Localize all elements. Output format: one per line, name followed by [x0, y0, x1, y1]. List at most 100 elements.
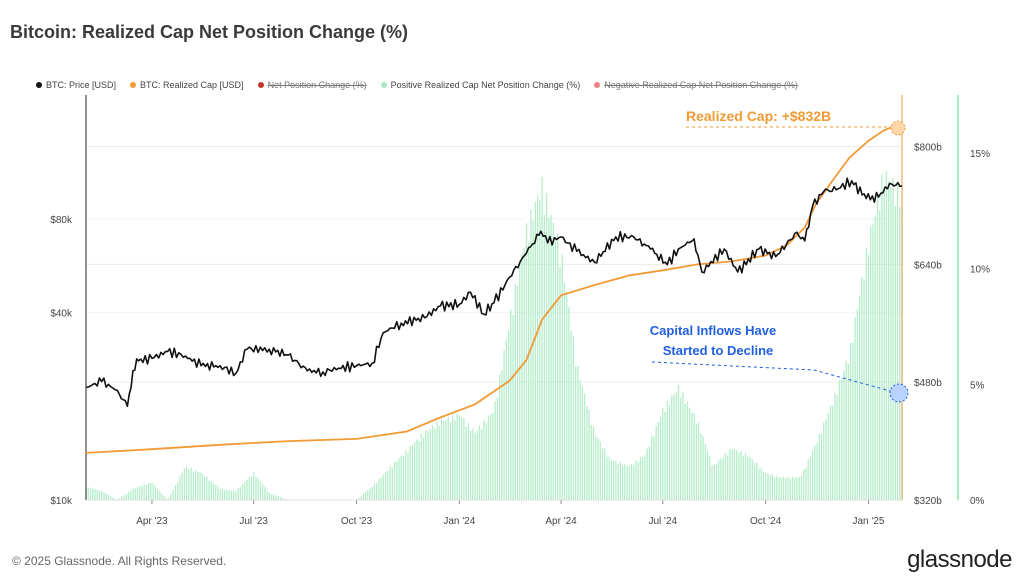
positive-change-bar — [595, 435, 597, 500]
positive-change-bar — [588, 408, 590, 500]
positive-change-bar — [861, 276, 863, 500]
positive-change-bar — [744, 452, 747, 500]
positive-change-bar — [849, 342, 852, 500]
positive-change-bar — [827, 413, 829, 500]
positive-change-bar — [246, 479, 248, 500]
realized-cap-marker — [890, 120, 906, 136]
positive-change-bar — [838, 380, 841, 500]
positive-change-bar — [382, 474, 385, 500]
grid-lines — [86, 146, 902, 501]
positive-change-bar — [646, 448, 648, 500]
positive-change-bar — [487, 415, 490, 500]
positive-change-bar — [615, 460, 617, 500]
positive-change-bar — [604, 448, 606, 500]
legend-item-negative-change[interactable]: Negative Realized Cap Net Position Chang… — [594, 80, 798, 90]
positive-change-bar — [559, 266, 561, 500]
positive-change-bar — [367, 490, 369, 500]
positive-change-bar — [626, 465, 628, 500]
positive-change-bar — [865, 247, 867, 500]
positive-change-bar — [507, 330, 510, 500]
positive-change-bar — [733, 448, 736, 500]
positive-change-bar — [583, 393, 586, 500]
positive-change-bar — [362, 494, 364, 500]
positive-change-bar — [405, 450, 407, 500]
positive-change-bar — [621, 465, 624, 500]
positive-change-bar — [259, 481, 262, 500]
positive-change-bar — [118, 498, 121, 500]
positive-change-bar — [253, 472, 255, 500]
positive-change-bar — [876, 196, 879, 500]
positive-change-bar — [818, 433, 820, 500]
positive-change-bars — [85, 171, 903, 501]
positive-change-bar — [550, 215, 552, 501]
positive-change-bar — [657, 422, 660, 500]
positive-change-bar — [856, 309, 858, 500]
y-right-tick-label: 5% — [970, 380, 985, 391]
positive-change-bar — [409, 445, 411, 500]
positive-change-bar — [498, 374, 501, 500]
positive-change-bar — [894, 205, 896, 500]
legend-dot-positive-change — [380, 82, 387, 88]
positive-change-bar — [753, 462, 756, 500]
positive-change-bar — [170, 493, 172, 500]
positive-change-bar — [505, 339, 507, 500]
legend-item-price[interactable]: BTC: Price [USD] — [36, 80, 116, 90]
positive-change-bar — [163, 496, 165, 500]
positive-change-bar — [92, 488, 94, 500]
positive-change-bar — [700, 433, 702, 500]
positive-change-bar — [713, 464, 715, 500]
positive-change-bar — [132, 488, 134, 500]
positive-change-bar — [617, 463, 619, 500]
legend-item-realized-cap[interactable]: BTC: Realized Cap [USD] — [130, 80, 244, 90]
positive-change-bar — [510, 309, 512, 500]
price-line — [85, 177, 903, 408]
positive-change-bar — [384, 471, 387, 500]
positive-change-bar — [268, 493, 271, 500]
positive-change-bar — [416, 439, 418, 500]
x-tick-label: Oct '24 — [750, 516, 782, 527]
positive-change-bar — [221, 488, 224, 500]
positive-change-bar — [443, 420, 445, 500]
positive-change-bar — [232, 490, 235, 500]
positive-change-bar — [619, 462, 622, 500]
legend-item-net-position-change[interactable]: Net Position Change (%) — [257, 80, 367, 90]
positive-change-bar — [532, 220, 534, 501]
positive-change-bar — [521, 253, 523, 500]
legend-item-positive-change[interactable]: Positive Realized Cap Net Position Chang… — [380, 80, 581, 90]
legend-label: Positive Realized Cap Net Position Chang… — [390, 80, 581, 90]
positive-change-bar — [262, 484, 264, 500]
positive-change-bar — [239, 487, 241, 500]
positive-change-bar — [642, 457, 644, 500]
x-tick-label: Jan '25 — [852, 516, 884, 527]
positive-change-bar — [534, 201, 537, 500]
positive-change-bar — [429, 429, 431, 500]
positive-change-bar — [514, 284, 516, 500]
positive-change-bar — [782, 477, 785, 500]
positive-change-bar — [655, 425, 657, 500]
y-left-tick-label: $40k — [50, 309, 73, 320]
positive-change-bar — [277, 496, 279, 500]
positive-change-bar — [248, 477, 250, 500]
legend-label: Net Position Change (%) — [267, 80, 367, 90]
positive-change-bar — [778, 477, 780, 500]
positive-change-bar — [465, 426, 467, 500]
positive-change-bar — [411, 445, 414, 500]
positive-change-bar — [552, 222, 554, 500]
positive-change-bar — [217, 486, 219, 500]
positive-change-bar — [197, 472, 199, 500]
positive-change-bar — [563, 282, 566, 500]
positive-change-bar — [557, 233, 559, 500]
positive-change-bar — [545, 193, 548, 501]
positive-change-bar — [266, 490, 268, 500]
positive-change-bar — [635, 460, 637, 500]
positive-change-bar — [376, 482, 378, 500]
positive-change-bar — [188, 469, 190, 500]
positive-change-bar — [434, 428, 436, 500]
positive-change-bar — [494, 401, 496, 500]
positive-change-bar — [740, 450, 742, 500]
positive-change-bar — [449, 421, 452, 500]
positive-change-bar — [273, 494, 275, 500]
y-left-tick-label: $10k — [50, 496, 73, 507]
realized-cap-line — [85, 122, 903, 454]
positive-change-bar — [820, 433, 823, 500]
